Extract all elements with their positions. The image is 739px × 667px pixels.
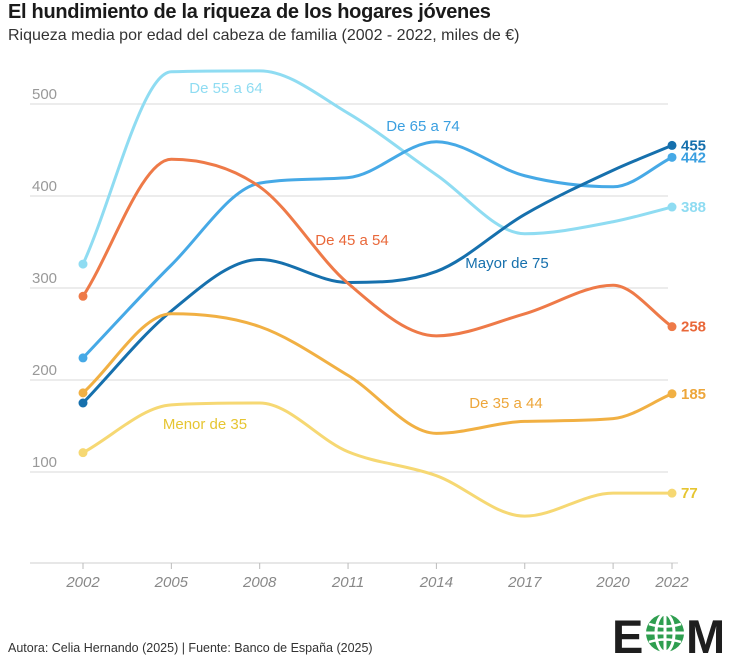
line-chart: 100 200 300 400 500 2002 2005 2008 2011 2014 2017 2… [30,69,706,591]
series-name-label-de-35-a-44: De 35 a 44 [469,395,542,412]
series-name-label-menor-de-35: Menor de 35 [163,416,247,433]
axes: 100 200 300 400 500 2002 2005 2008 2011 2014 2017 2… [30,86,689,591]
chart-title: El hundimiento de la riqueza de los hoga… [8,1,491,23]
series-line-menor-de-35 [81,401,674,518]
series-name-label-de-55-a-64: De 55 a 64 [189,80,262,97]
x-tick-label: 2017 [507,574,542,591]
x-tick-label: 2002 [65,574,100,591]
series-name-label-de-45-a-54: De 45 a 54 [315,232,388,249]
series-point-de-65-a-74 [78,353,88,363]
series-point-mayor-de-75 [78,398,88,408]
series-point-menor-de-35 [78,448,88,458]
end-value-label-menor-de-35: 77 [681,485,698,502]
series-point-de-45-a-54 [78,291,88,301]
end-value-label-de-65-a-74: 442 [681,149,706,166]
series-point-menor-de-35 [667,488,677,498]
logo-letter-e: E [612,610,643,657]
y-tick-label: 300 [32,270,57,287]
y-tick-label: 200 [32,362,57,379]
series-point-de-35-a-44 [667,389,677,399]
x-tick-label: 2022 [654,574,689,591]
grid-lines [30,103,668,473]
end-value-label-de-35-a-44: 185 [681,386,706,403]
series-line-de-65-a-74 [81,140,674,360]
series-point-de-45-a-54 [667,322,677,332]
series-points [78,140,677,498]
x-tick-label: 2008 [242,574,277,591]
end-value-label-de-45-a-54: 258 [681,319,706,336]
y-tick-label: 500 [32,86,57,103]
y-tick-label: 100 [32,454,57,471]
series-labels: 388 De 55 a 64 442 De 65 a 74 455 Mayor de 75… [163,80,706,502]
series-name-label-mayor-de-75: Mayor de 75 [465,255,548,272]
y-tick-label: 400 [32,178,57,195]
logo-letter-m: M [686,610,725,657]
x-tick-label: 2011 [331,574,364,591]
series-point-de-55-a-64 [667,202,677,212]
x-tick-label: 2005 [154,574,189,591]
series-line-de-35-a-44 [81,312,674,435]
chart-subtitle: Riqueza media por edad del cabeza de fam… [8,27,520,44]
series-point-de-35-a-44 [78,388,88,398]
x-tick-label: 2014 [419,574,453,591]
x-tick-label: 2020 [595,574,630,591]
series-line-mayor-de-75 [81,143,674,405]
series-name-label-de-65-a-74: De 65 a 74 [386,118,459,135]
series-point-mayor-de-75 [667,140,677,150]
eom-logo: E M [612,610,725,657]
end-value-label-de-55-a-64: 388 [681,199,706,216]
series-point-de-55-a-64 [78,259,88,269]
series-line-de-55-a-64 [81,69,674,266]
series-point-de-65-a-74 [667,152,677,162]
series-lines [81,69,674,518]
globe-icon [646,612,684,654]
series-line-de-45-a-54 [81,157,674,338]
footer-credit: Autora: Celia Hernando (2025) | Fuente: … [8,641,373,655]
end-value-label-mayor-de-75: 455 [681,137,706,154]
